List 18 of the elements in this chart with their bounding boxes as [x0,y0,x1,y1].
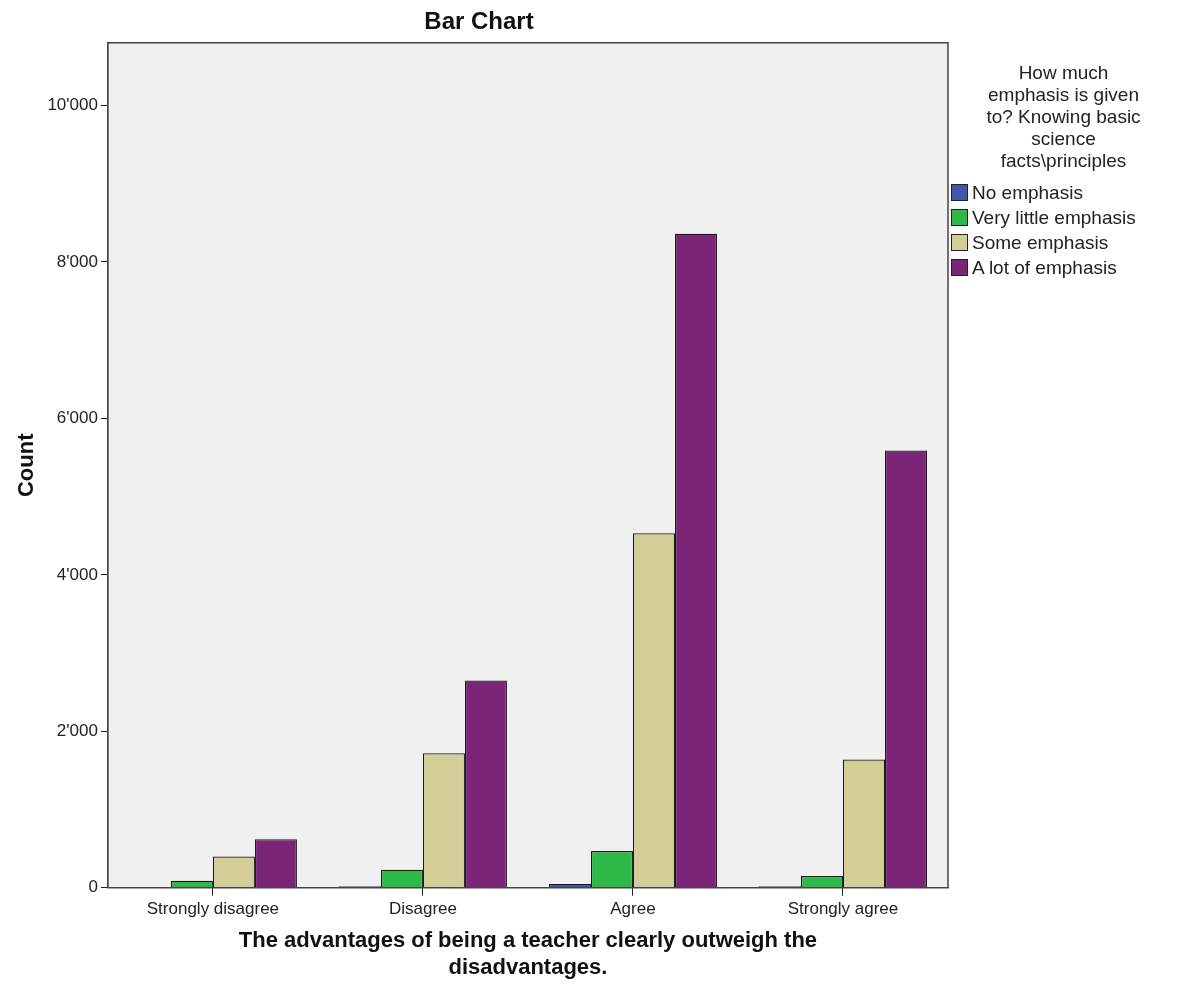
chart-title: Bar Chart [424,7,534,35]
x-tick-label: Agree [610,898,656,918]
y-tick-label: 10'000 [47,95,98,115]
legend-label: A lot of emphasis [972,256,1117,279]
legend-label: Very little emphasis [972,206,1136,229]
y-tick-label: 8'000 [56,251,98,271]
y-tick-label: 6'000 [56,408,98,428]
x-tick-label: Strongly agree [787,898,899,918]
y-axis-title: Count [13,432,39,498]
legend-label: Some emphasis [972,231,1109,254]
legend-title: How much emphasis is given to? Knowing basic science facts\principles [985,62,1142,172]
y-tick-label: 2'000 [56,721,98,741]
legend-label: No emphasis [972,181,1083,204]
x-tick-label: Disagree [388,898,457,918]
x-axis-title: The advantages of being a teacher clearly outweigh the disadvantages. [238,927,818,979]
x-tick-label: Strongly disagree [146,898,280,918]
y-tick-label: 4'000 [56,564,98,584]
y-tick-label: 0 [88,877,98,897]
